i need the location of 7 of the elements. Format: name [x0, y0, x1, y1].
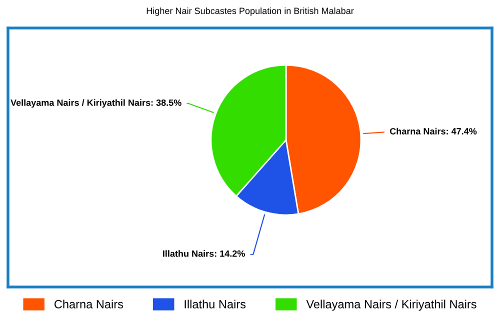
- data-label: Charna Nairs: 47.4%: [390, 128, 477, 134]
- legend-label: Vellayama Nairs / Kiriyathil Nairs: [306, 300, 476, 311]
- chart-title: Higher Nair Subcastes Population in British Malabar: [146, 7, 354, 16]
- data-label: Vellayama Nairs / Kiriyathil Nairs: 38.5%: [10, 99, 182, 108]
- legend-label: Illathu Nairs: [184, 300, 246, 308]
- legend-label: Charna Nairs: [54, 300, 124, 308]
- data-label: Illathu Nairs: 14.2%: [163, 250, 245, 257]
